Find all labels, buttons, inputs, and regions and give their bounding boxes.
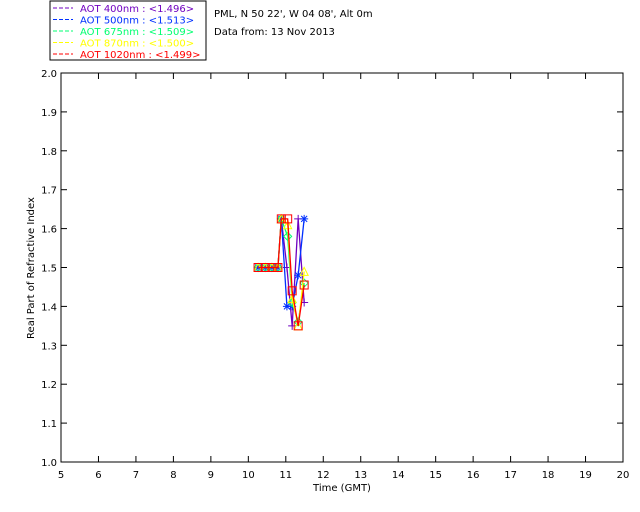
y-tick-label: 1.0	[41, 458, 57, 469]
plus-marker	[288, 321, 297, 330]
series-4	[253, 214, 309, 331]
x-tick-label: 17	[504, 470, 517, 481]
x-tick-label: 13	[354, 470, 367, 481]
x-tick-label: 12	[317, 470, 330, 481]
x-tick-label: 8	[170, 470, 176, 481]
legend-label: AOT 1020nm : <1.499>	[80, 50, 200, 61]
square-marker	[260, 263, 270, 272]
y-tick-label: 2.0	[41, 69, 57, 80]
series-group	[253, 213, 309, 331]
y-tick-label: 1.8	[41, 147, 57, 158]
x-tick-label: 10	[242, 470, 255, 481]
x-tick-label: 18	[542, 470, 555, 481]
x-axis-label: Time (GMT)	[312, 483, 371, 494]
legend: AOT 400nm : <1.496>AOT 500nm : <1.513>AO…	[49, 0, 207, 61]
y-tick-label: 1.6	[41, 225, 57, 236]
x-tick-label: 6	[95, 470, 101, 481]
y-tick-label: 1.1	[41, 419, 57, 430]
diamond-marker	[282, 231, 293, 242]
diamond-marker	[293, 317, 303, 327]
x-tick-label: 9	[208, 470, 214, 481]
y-tick-label: 1.2	[41, 380, 57, 391]
square-marker	[273, 263, 283, 272]
y-tick-label: 1.4	[41, 302, 57, 313]
legend-label: AOT 500nm : <1.513>	[80, 16, 194, 27]
legend-label: AOT 400nm : <1.496>	[80, 4, 194, 15]
legend-label: AOT 675nm : <1.509>	[80, 27, 194, 38]
chart-title: PML, N 50 22', W 04 08', Alt 0m	[214, 9, 373, 20]
x-tick-label: 5	[58, 470, 64, 481]
y-axis-label: Real Part of Refractive Index	[26, 197, 37, 339]
x-tick-label: 15	[429, 470, 442, 481]
y-tick-label: 1.9	[41, 108, 57, 119]
square-marker	[283, 214, 293, 224]
series-line	[258, 218, 305, 326]
x-tick-label: 14	[392, 470, 405, 481]
square-marker	[276, 214, 286, 224]
diamond-marker	[287, 297, 297, 308]
square-marker	[267, 263, 277, 272]
x-tick-label: 7	[133, 470, 139, 481]
y-tick-label: 1.5	[41, 264, 57, 275]
x-tick-label: 20	[617, 470, 630, 481]
star-marker	[300, 214, 309, 223]
square-marker	[299, 280, 309, 290]
triangle-marker	[299, 266, 309, 276]
square-marker	[253, 263, 263, 272]
square-marker	[293, 321, 303, 331]
chart-subtitle: Data from: 13 Nov 2013	[214, 27, 335, 38]
legend-label: AOT 870nm : <1.500>	[80, 39, 194, 50]
x-tick-label: 19	[579, 470, 592, 481]
plot-frame	[60, 72, 624, 463]
square-marker	[287, 286, 297, 296]
y-tick-label: 1.7	[41, 186, 57, 197]
x-tick-label: 11	[279, 470, 292, 481]
triangle-marker	[287, 293, 297, 304]
star-marker	[282, 302, 291, 311]
legend-box	[49, 0, 207, 61]
axes: 5 6 7 8 9 10 11 12 13 14 15 16 17 18 19 20 1.0 1.1 1.2 1.3 1…	[41, 69, 629, 481]
y-tick-label: 1.3	[41, 341, 57, 352]
star-marker	[294, 271, 303, 280]
x-tick-label: 16	[467, 470, 480, 481]
